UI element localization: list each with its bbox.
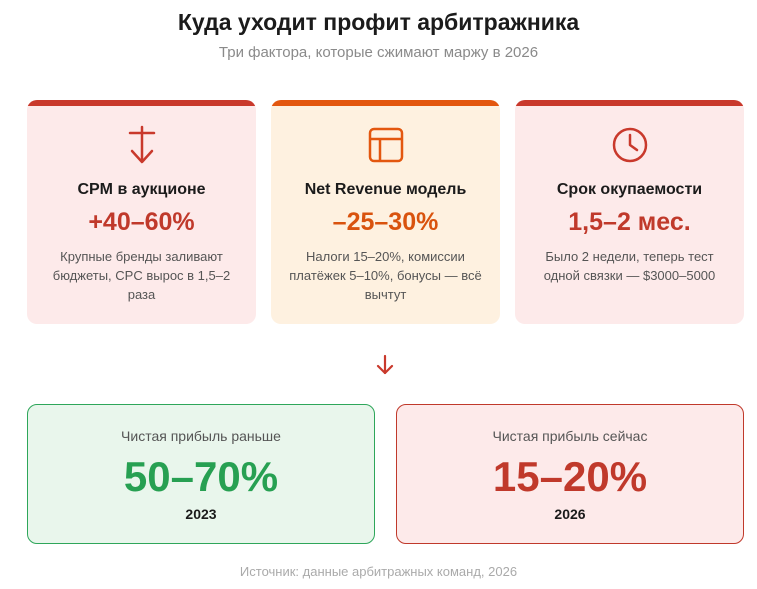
profit-now-year: 2026 (554, 506, 586, 522)
page-subtitle: Три фактора, которые сжимают маржу в 202… (218, 44, 539, 61)
profit-now-value: 15–20% (492, 453, 648, 500)
card-accent-bar (27, 100, 256, 106)
profit-before-label: Чистая прибыль раньше (121, 428, 281, 444)
factor-card-payback: Срок окупаемости 1,5–2 мес. Было 2 недел… (515, 100, 744, 324)
layout-table-icon (271, 125, 500, 167)
profit-before-year: 2023 (185, 506, 217, 522)
clock-icon (515, 125, 744, 167)
factor-card-net-revenue: Net Revenue модель –25–30% Налоги 15–20%… (271, 100, 500, 324)
factor-card-cpm: CPM в аукционе +40–60% Крупные бренды за… (27, 100, 256, 324)
factor-description: Было 2 недели, теперь тест одной связки … (543, 249, 716, 283)
profit-before-card: Чистая прибыль раньше 50–70% 2023 (27, 404, 375, 544)
factor-name: Срок окупаемости (556, 181, 703, 198)
factor-description: Налоги 15–20%, комиссии платёжек 5–10%, … (289, 249, 482, 302)
profit-now-card: Чистая прибыль сейчас 15–20% 2026 (396, 404, 744, 544)
arrow-down-icon (373, 353, 397, 377)
profit-before-value: 50–70% (123, 453, 279, 500)
profit-now-label: Чистая прибыль сейчас (492, 428, 648, 444)
source-note: Источник: данные арбитражных команд, 202… (239, 564, 518, 579)
card-accent-bar (515, 100, 744, 106)
factor-name: Net Revenue модель (304, 181, 467, 198)
factor-value: +40–60% (88, 208, 195, 236)
factor-name: CPM в аукционе (77, 181, 206, 198)
factor-value: –25–30% (332, 208, 439, 236)
factor-description: Крупные бренды заливают бюджеты, CPC выр… (52, 249, 231, 302)
card-accent-bar (271, 100, 500, 106)
page-title: Куда уходит профит арбитражника (177, 9, 580, 35)
cpm-down-arrow-icon (27, 125, 256, 167)
factor-value: 1,5–2 мес. (568, 208, 691, 236)
